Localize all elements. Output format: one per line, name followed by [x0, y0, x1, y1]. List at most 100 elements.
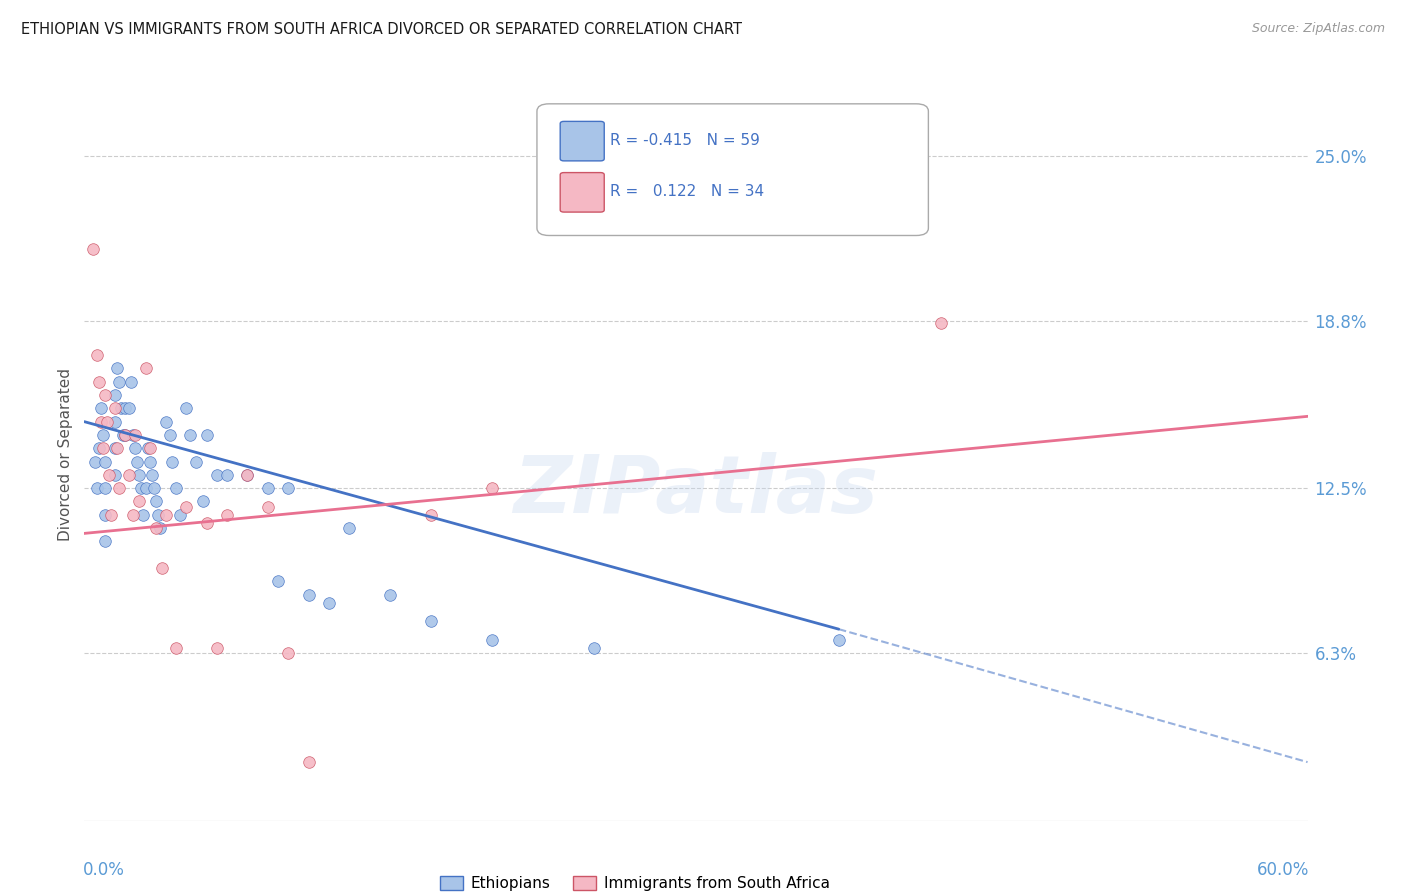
Y-axis label: Divorced or Separated: Divorced or Separated [58, 368, 73, 541]
Point [91, 442, 114, 456]
Point [104, 415, 127, 429]
Point [420, 614, 443, 628]
Point [105, 361, 128, 376]
Point [104, 388, 127, 402]
Point [110, 401, 132, 416]
Point [582, 640, 605, 655]
Point [257, 481, 280, 495]
Point [145, 521, 167, 535]
Point [298, 755, 321, 769]
Point [217, 508, 239, 522]
Text: 60.0%: 60.0% [1257, 861, 1309, 879]
Point [82, 242, 104, 256]
Point [104, 467, 127, 482]
Text: ZIPatlas: ZIPatlas [513, 452, 879, 531]
Point [128, 467, 150, 482]
Point [827, 632, 849, 647]
Point [277, 481, 299, 495]
Point [169, 508, 191, 522]
Point [118, 467, 141, 482]
Point [93, 481, 115, 495]
Text: Source: ZipAtlas.com: Source: ZipAtlas.com [1251, 22, 1385, 36]
FancyBboxPatch shape [560, 121, 605, 161]
Point [267, 574, 290, 589]
Point [186, 454, 208, 468]
Point [120, 375, 142, 389]
Point [93, 388, 115, 402]
Text: ETHIOPIAN VS IMMIGRANTS FROM SOUTH AFRICA DIVORCED OR SEPARATED CORRELATION CHAR: ETHIOPIAN VS IMMIGRANTS FROM SOUTH AFRIC… [21, 22, 742, 37]
Point [145, 494, 167, 508]
Point [165, 640, 187, 655]
Point [179, 428, 201, 442]
Point [100, 508, 122, 522]
Point [135, 481, 157, 495]
Point [205, 640, 228, 655]
Point [83, 454, 105, 468]
Point [165, 481, 187, 495]
Point [929, 316, 952, 330]
Point [124, 428, 146, 442]
Point [105, 442, 128, 456]
Point [97, 467, 120, 482]
Point [146, 508, 169, 522]
Point [160, 454, 183, 468]
Point [131, 481, 153, 495]
Point [481, 481, 503, 495]
Point [91, 428, 114, 442]
Point [191, 494, 214, 508]
Point [127, 454, 149, 468]
Point [122, 428, 145, 442]
Point [86, 348, 108, 362]
Point [86, 481, 108, 495]
Point [90, 415, 112, 429]
Point [155, 508, 177, 522]
Point [104, 401, 127, 416]
Point [138, 454, 160, 468]
Point [174, 500, 197, 514]
Point [236, 467, 259, 482]
Point [277, 646, 299, 660]
Point [420, 508, 443, 522]
Point [87, 442, 110, 456]
Point [132, 508, 155, 522]
Point [108, 481, 131, 495]
Point [195, 428, 218, 442]
Point [217, 467, 239, 482]
Text: 0.0%: 0.0% [83, 861, 125, 879]
Point [318, 595, 340, 609]
Point [114, 428, 136, 442]
Point [93, 454, 115, 468]
Point [90, 401, 112, 416]
Point [96, 415, 118, 429]
Point [236, 467, 259, 482]
Point [481, 632, 503, 647]
Point [339, 521, 360, 535]
Point [104, 442, 127, 456]
Point [174, 401, 197, 416]
Point [114, 401, 136, 416]
Point [122, 508, 145, 522]
Point [114, 428, 136, 442]
Point [138, 442, 160, 456]
Text: R =   0.122   N = 34: R = 0.122 N = 34 [610, 184, 765, 199]
Point [93, 534, 115, 549]
Point [108, 375, 131, 389]
Point [112, 428, 135, 442]
Point [136, 442, 159, 456]
Point [142, 481, 165, 495]
Point [257, 500, 280, 514]
Point [380, 588, 402, 602]
Legend: Ethiopians, Immigrants from South Africa: Ethiopians, Immigrants from South Africa [433, 870, 837, 892]
Point [128, 494, 150, 508]
FancyBboxPatch shape [537, 103, 928, 235]
Point [155, 415, 177, 429]
Point [87, 375, 110, 389]
Point [150, 561, 173, 575]
Point [124, 442, 146, 456]
Point [118, 401, 141, 416]
Point [149, 521, 172, 535]
Point [205, 467, 228, 482]
FancyBboxPatch shape [560, 172, 605, 212]
Point [195, 516, 218, 530]
Text: R = -0.415   N = 59: R = -0.415 N = 59 [610, 133, 761, 148]
